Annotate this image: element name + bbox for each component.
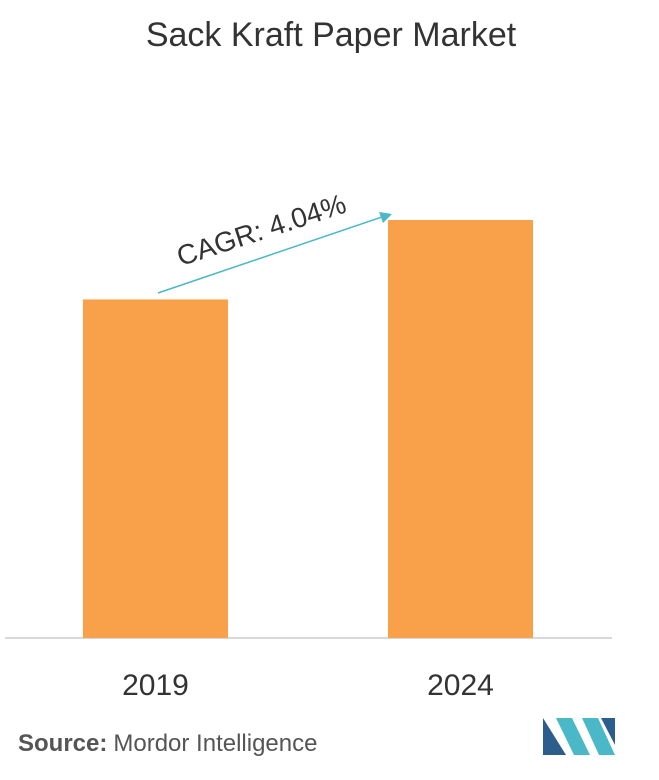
bar	[83, 299, 228, 638]
cagr-arrowhead	[379, 212, 392, 223]
logo	[543, 718, 615, 755]
chart-title: Sack Kraft Paper Market	[146, 16, 517, 54]
source: Source: Mordor Intelligence	[18, 730, 317, 757]
cagr-label: CAGR: 4.04%	[173, 188, 350, 272]
cagr-arrow	[157, 216, 383, 294]
source-name: Mordor Intelligence	[113, 730, 317, 757]
source-label: Source:	[18, 730, 107, 757]
x-tick-label: 2024	[427, 669, 494, 702]
bar	[388, 220, 533, 638]
x-tick-label: 2019	[122, 669, 189, 702]
